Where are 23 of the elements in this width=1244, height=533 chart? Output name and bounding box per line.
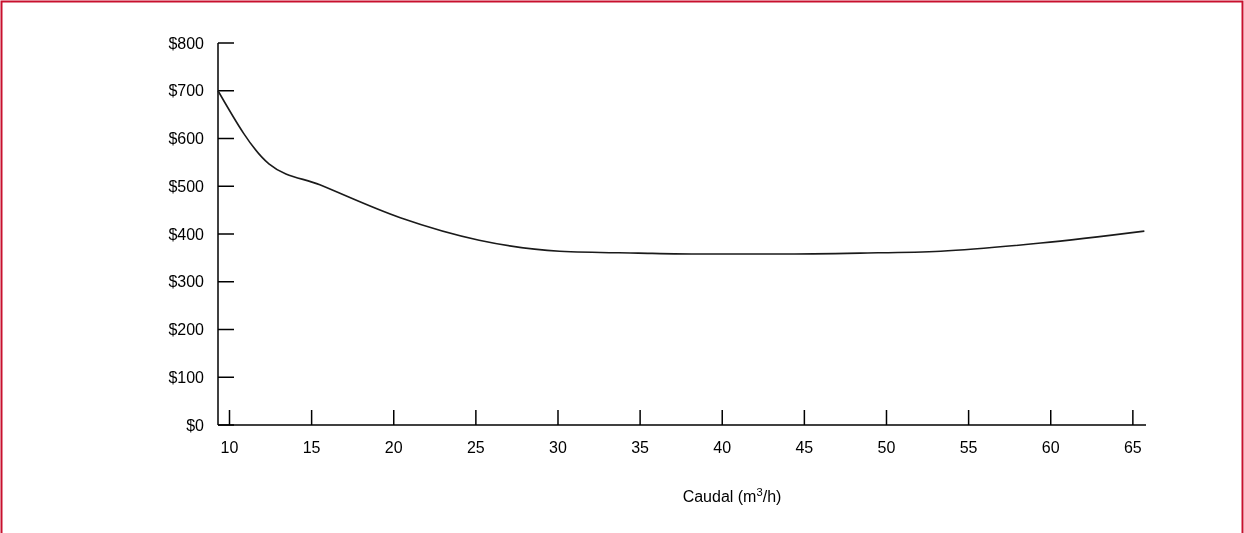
- y-tick-label: $400: [168, 225, 205, 243]
- x-tick-label: 55: [959, 439, 978, 456]
- x-tick-label: 10: [220, 439, 239, 456]
- x-tick-label: 45: [795, 439, 814, 456]
- y-tick-label: $600: [168, 130, 205, 148]
- y-tick-label: $800: [168, 34, 205, 52]
- x-tick-label: 25: [466, 439, 485, 456]
- x-tick-label: 50: [877, 439, 896, 456]
- x-axis-title: Caudal (m$^{3}$/h): [682, 486, 782, 505]
- y-tick-label: $500: [168, 177, 205, 195]
- x-tick-label: 40: [713, 439, 732, 456]
- line-series: [217, 89, 1146, 255]
- y-tick-label: $300: [168, 273, 205, 291]
- x-tick-label: 15: [302, 439, 321, 456]
- y-tick-label: $700: [168, 82, 205, 100]
- x-tick-label: 65: [1123, 439, 1142, 456]
- y-tick-label: $200: [168, 321, 205, 339]
- x-tick-label: 20: [384, 439, 403, 456]
- x-tick-label: 60: [1041, 439, 1060, 456]
- x-tick-label: 35: [631, 439, 650, 456]
- y-tick-label: $0: [186, 416, 205, 434]
- y-tick-label: $100: [168, 368, 205, 386]
- x-tick-label: 30: [549, 439, 567, 456]
